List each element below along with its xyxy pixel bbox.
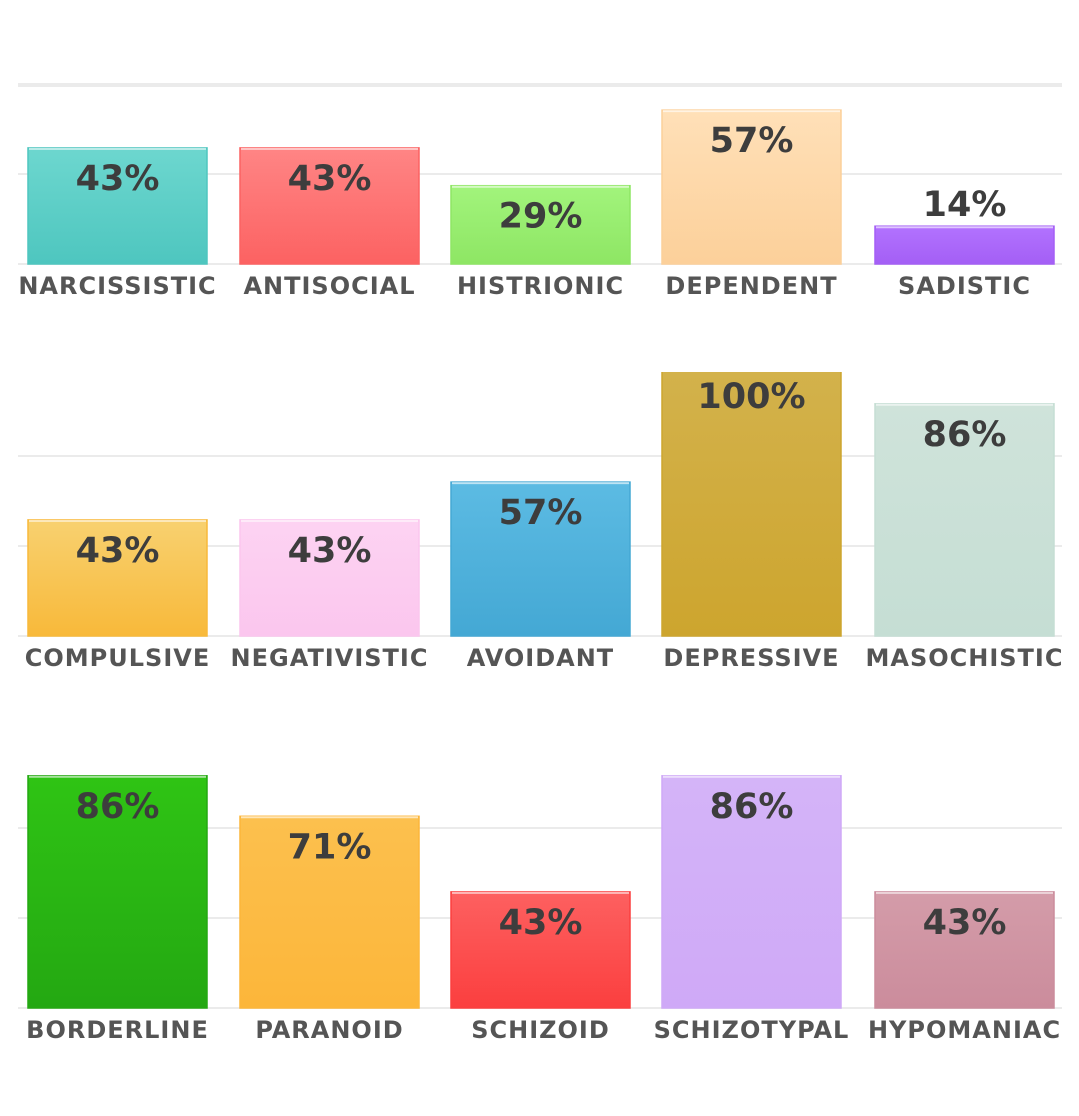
bar-antisocial (239, 147, 420, 265)
bar-chart-panel-1: 43% NARCISSISTIC 43% ANTISOCIAL 29% HISTRIONI… (18, 83, 1062, 300)
value-label: 43% (923, 903, 1007, 943)
value-label: 71% (288, 827, 372, 867)
bar-paranoid (239, 815, 420, 1009)
bar-narcissistic (27, 147, 208, 265)
value-label: 29% (499, 197, 583, 237)
value-label: 14% (923, 185, 1007, 225)
bar-borderline (27, 775, 208, 1009)
bar-sadistic (874, 225, 1055, 265)
category-label: SCHIZOTYPAL (654, 1016, 850, 1044)
value-label: 43% (499, 903, 583, 943)
bar-masochistic (874, 403, 1055, 637)
bar-hypomaniac (874, 891, 1055, 1009)
category-label: HISTRIONIC (457, 272, 624, 300)
bar-chart-panel-2: 43% COMPULSIVE 43% NEGATIVISTIC 57% AVOIDANT 1… (18, 372, 1064, 672)
category-label: DEPENDENT (665, 272, 837, 300)
category-label: MASOCHISTIC (866, 644, 1064, 672)
category-label: COMPULSIVE (25, 644, 210, 672)
category-label: NEGATIVISTIC (231, 644, 429, 672)
bar-negativistic (239, 519, 420, 637)
category-label: SCHIZOID (471, 1016, 610, 1044)
value-label: 43% (288, 531, 372, 571)
value-label: 100% (697, 377, 805, 417)
bar-compulsive (27, 519, 208, 637)
value-label: 86% (76, 787, 160, 827)
bar-schizoid (450, 891, 631, 1009)
category-label: HYPOMANIAC (868, 1016, 1061, 1044)
bar-schizotypal (661, 775, 842, 1009)
value-label: 43% (76, 531, 160, 571)
category-label: SADISTIC (898, 272, 1031, 300)
category-label: BORDERLINE (26, 1016, 209, 1044)
category-label: NARCISSISTIC (18, 272, 216, 300)
bar-chart-panel-3: 86% BORDERLINE 71% PARANOID 43% SCHIZOID 86% SC… (18, 775, 1062, 1044)
value-label: 86% (710, 787, 794, 827)
category-label: ANTISOCIAL (243, 272, 415, 300)
category-label: AVOIDANT (467, 644, 614, 672)
value-label: 43% (76, 159, 160, 199)
value-label: 86% (923, 415, 1007, 455)
bar-avoidant (450, 481, 631, 637)
bar-depressive (661, 372, 842, 637)
value-label: 57% (710, 121, 794, 161)
category-label: DEPRESSIVE (663, 644, 839, 672)
category-label: PARANOID (255, 1016, 403, 1044)
bar-histrionic (450, 184, 631, 265)
value-label: 43% (288, 159, 372, 199)
bar-dependent (661, 109, 842, 265)
value-label: 57% (499, 493, 583, 533)
